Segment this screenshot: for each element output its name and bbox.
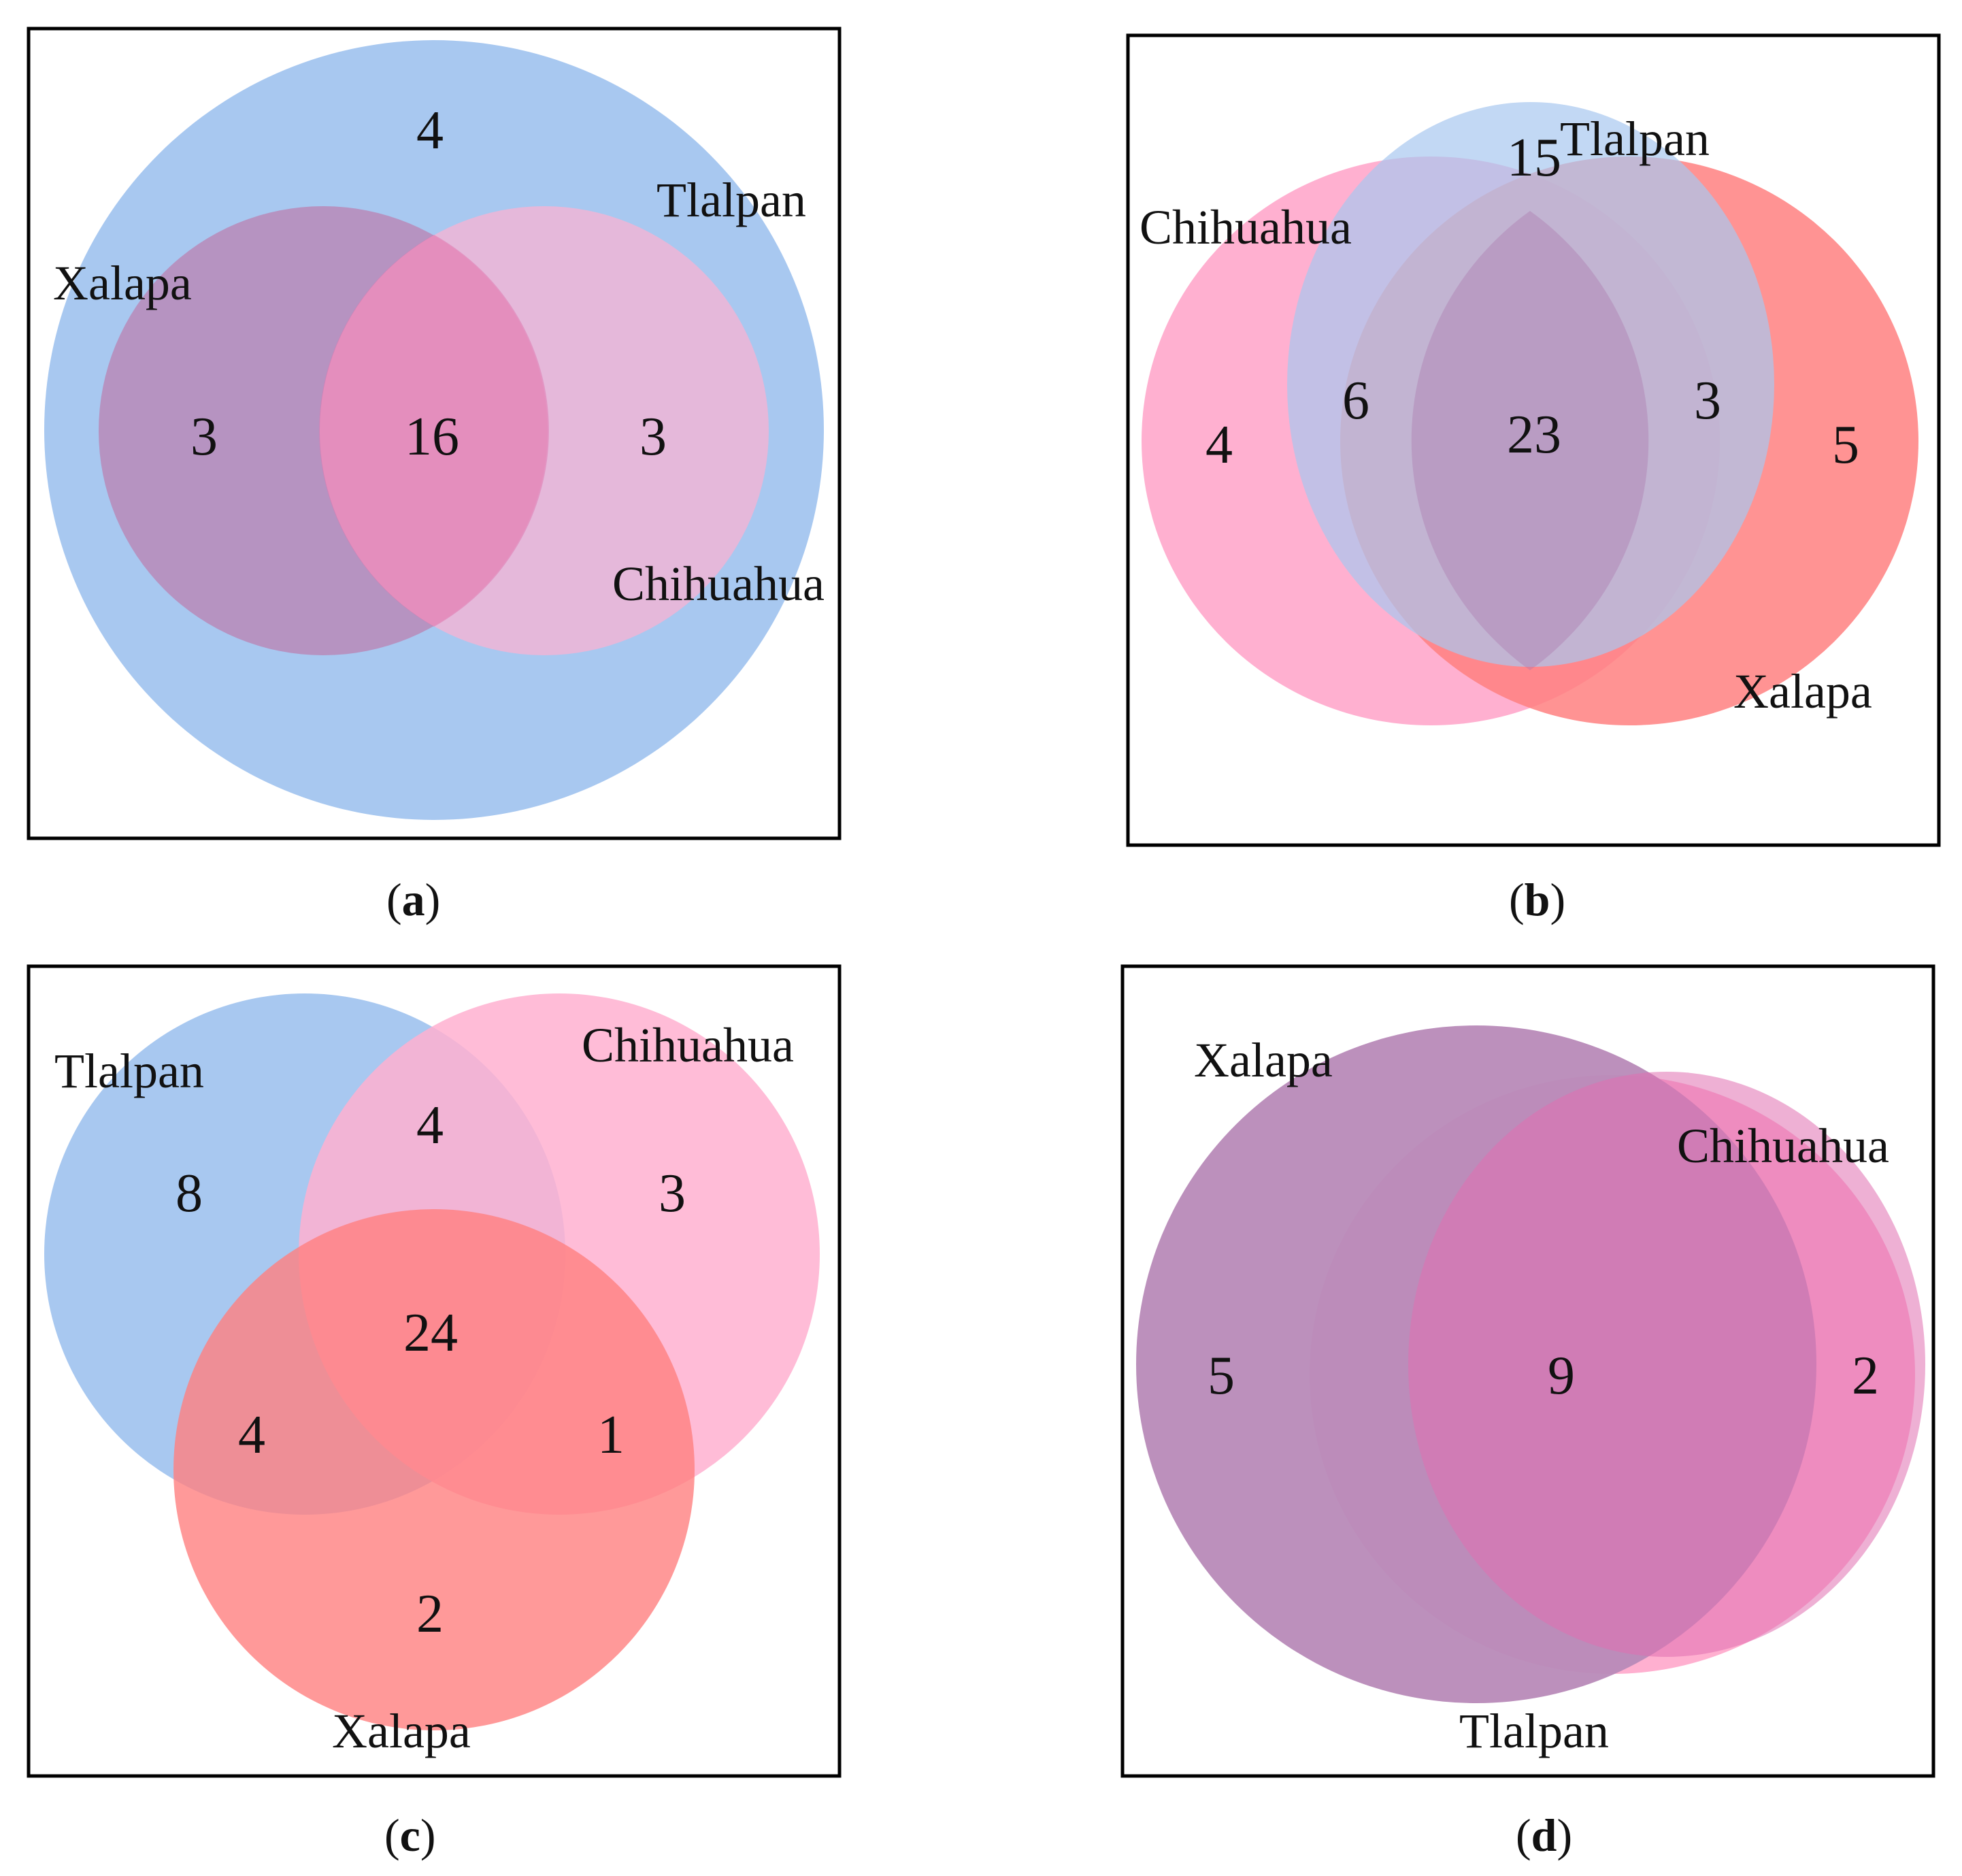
panel-c-count-xalapa-only: 2 [416,1584,444,1644]
panel-a-label-chihuahua: Chihuahua [612,557,825,611]
panel-b-count-chihuahua-only: 4 [1206,415,1233,475]
panel-b-count-tlalpan-xalapa: 3 [1694,371,1721,431]
panel-b-count-chihuahua-tlalpan: 6 [1342,371,1369,431]
panel-d-label-tlalpan: Tlalpan [1459,1704,1609,1758]
panel-c-count-tlalpan-xalapa: 4 [238,1405,265,1465]
panel-c-count-tlalpan-chihuahua: 4 [416,1096,444,1155]
panel-b-center-overlap [1411,211,1649,670]
panel-c-label-chihuahua: Chihuahua [582,1018,794,1072]
panel-a-label-xalapa: Xalapa [53,256,192,310]
panel-a-frame [27,27,842,840]
panel-b-label-tlalpan: Tlalpan [1560,112,1710,166]
panel-a-count-tlalpan-only: 4 [416,101,444,161]
panel-d-count-xalapa-only: 5 [1208,1346,1235,1406]
panel-b-label-xalapa: Xalapa [1733,664,1872,719]
panel-a-count-all: 16 [405,407,459,467]
panel-b-count-xalapa-only: 5 [1832,415,1859,475]
panel-d-caption: (d) [1516,1809,1572,1861]
panel-c-caption: (c) [384,1809,436,1861]
panel-b-caption: (b) [1509,874,1565,925]
panel-c-label-xalapa: Xalapa [332,1704,471,1758]
panel-c-count-all: 24 [403,1303,458,1363]
panel-b-count-tlalpan-only: 15 [1507,128,1561,188]
panel-c-circle-xalapa [173,1209,695,1730]
panel-a: Tlalpan Xalapa Chihuahua 4 3 16 3 (a) [27,27,842,925]
panel-c-label-tlalpan: Tlalpan [54,1044,204,1098]
panel-b-circle-tlalpan [1287,102,1774,667]
panel-d-frame [1120,964,1935,1778]
panel-b-label-chihuahua: Chihuahua [1140,200,1352,254]
panel-c-count-tlalpan-only: 8 [176,1164,203,1223]
panel-d-center-overlap [1408,1072,1925,1657]
panel-b: Chihuahua Tlalpan Xalapa 4 15 6 23 3 5 (… [1126,33,1941,925]
panel-b-frame [1126,33,1941,847]
panel-c-count-chihuahua-only: 3 [659,1164,686,1223]
panel-d-label-xalapa: Xalapa [1194,1033,1333,1087]
panel-d-count-chihuahua-only: 2 [1852,1346,1879,1406]
panel-a-caption: (a) [386,874,440,925]
panel-d: Xalapa Chihuahua Tlalpan 5 9 2 (d) [1120,964,1935,1861]
panel-d-count-all: 9 [1548,1346,1575,1406]
panel-c-count-chihuahua-xalapa: 1 [597,1405,625,1465]
panel-a-label-tlalpan: Tlalpan [656,173,806,227]
panel-d-label-chihuahua: Chihuahua [1677,1119,1889,1173]
panel-c: Tlalpan Chihuahua Xalapa 8 4 3 24 4 1 2 … [27,964,842,1861]
panel-a-center-overlap [319,235,549,627]
panel-a-count-chihuahua-tlalpan: 3 [639,407,667,467]
panel-a-count-xalapa-tlalpan: 3 [190,407,218,467]
panel-c-frame [27,964,842,1778]
panel-b-count-all: 23 [1507,405,1561,465]
